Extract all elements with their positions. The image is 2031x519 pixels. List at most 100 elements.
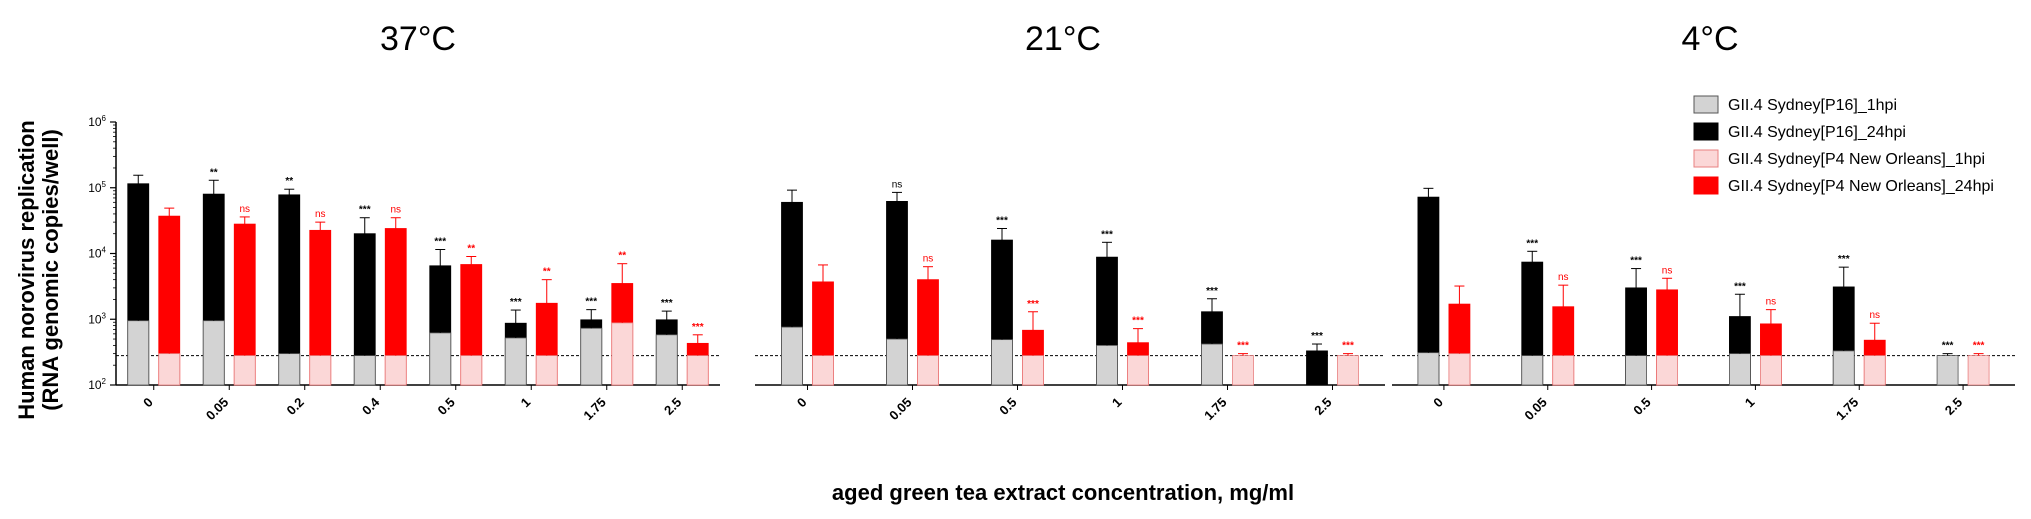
significance-label-p16: ** [210,167,218,178]
bar-p4-1hpi [1337,355,1359,386]
panel-title: 37°C [380,20,456,58]
legend-entry: GII.4 Sydney[P4 New Orleans]_24hpi [1728,178,1994,195]
bar-p16-1hpi [1521,355,1544,386]
significance-label-p16: *** [359,205,371,216]
bar-p16-1hpi [1417,352,1440,386]
y-tick-label: 103 [88,311,106,326]
bar-p4-1hpi [686,355,709,386]
significance-label-p4: *** [1342,341,1354,352]
legend-entry: GII.4 Sydney[P16]_24hpi [1728,124,1906,141]
bar-p4-1hpi [1232,355,1254,386]
legend-entry: GII.4 Sydney[P16]_1hpi [1728,97,1897,114]
bar-p16-1hpi [781,326,803,386]
bar-p4-1hpi [535,355,558,386]
x-tick-label: 0.05 [203,395,232,424]
bar-p4-1hpi [158,353,181,386]
bar-p4-1hpi [1967,355,1990,386]
significance-label-p16: *** [1311,331,1323,342]
significance-label-p4: ns [1558,272,1569,283]
bar-p4-1hpi [233,355,256,386]
bar-p16-1hpi [1201,343,1223,386]
x-tick-label: 1.75 [1833,395,1862,424]
chart-panels: 37°C 102 103 104 105 106 0 ** ns 0.05 ** ns 0.2 *** ns… [88,20,2015,423]
bar-p16-1hpi [429,332,452,386]
significance-label-p16: ns [892,179,903,190]
x-tick-label: 2.5 [661,395,684,418]
panel-title: 4°C [1681,20,1738,58]
x-tick-label: 0 [794,395,810,411]
significance-label-p16: *** [434,237,446,248]
x-tick-label: 1 [518,395,534,411]
bar-p16-1hpi [1096,345,1118,386]
y-tick-label: 102 [88,377,106,392]
bar-p4-1hpi [1552,355,1575,386]
panel-2: 4°C 0 *** ns 0.05 *** ns 0.5 *** ns 1 *** ns 1.75 *** *… [1392,20,2015,423]
bar-p4-1hpi [1448,353,1471,386]
bar-p16-1hpi [1832,350,1855,386]
bar-p16-1hpi [202,320,225,386]
significance-label-p16: ** [285,176,293,187]
bar-p4-1hpi [384,355,407,386]
y-tick-label: 104 [88,246,106,261]
significance-label-p4: ns [1766,297,1777,308]
significance-label-p16: *** [1630,256,1642,267]
bar-p4-1hpi [1760,355,1782,386]
legend: GII.4 Sydney[P16]_1hpi GII.4 Sydney[P16]_… [1693,95,1994,195]
bar-p16-1hpi [504,337,527,386]
significance-label-p16: *** [1526,238,1538,249]
x-tick-label: 0.2 [283,395,306,418]
x-tick-label: 2.5 [1311,395,1334,418]
y-axis-label-line1: Human norovirus replication [14,120,39,420]
significance-label-p4: *** [1132,316,1144,327]
bar-p16-1hpi [991,339,1013,386]
x-tick-label: 1 [1109,395,1125,411]
bar-p16-1hpi [886,338,908,386]
panel-0: 37°C 102 103 104 105 106 0 ** ns 0.05 ** ns 0.2 *** ns… [88,20,720,423]
x-axis-label: aged green tea extract concentration, mg… [832,480,1294,505]
significance-label-p4: ns [390,205,401,216]
significance-label-p4: ns [923,254,934,265]
bar-p4-1hpi [917,355,939,386]
panel-1: 21°C 0 ns ns 0.05 *** *** 0.5 *** *** 1 *** *** 1.75 *… [755,20,1385,423]
significance-label-p4: ns [315,209,326,220]
x-tick-label: 0 [1430,395,1446,411]
x-tick-label: 0.05 [886,395,915,424]
bar-p16-1hpi [580,327,603,386]
bar-p4-1hpi [1656,355,1678,386]
bar-p16-1hpi [1936,355,1959,386]
significance-label-p4: ns [1869,310,1880,321]
bar-p16-24hpi [1306,350,1328,386]
significance-label-p16: *** [1734,281,1746,292]
bar-p4-1hpi [460,355,483,386]
bar-p16-1hpi [127,320,150,386]
significance-label-p4: ** [467,244,475,255]
x-tick-label: 0.05 [1521,395,1550,424]
bar-p4-1hpi [1127,355,1149,386]
bar-p16-1hpi [1729,353,1751,386]
x-tick-label: 0.5 [1630,395,1653,418]
significance-label-p4: *** [1973,341,1985,352]
significance-label-p4: ns [1662,265,1673,276]
y-axis-label-line2: (RNA genomic copies/well) [38,129,63,411]
x-tick-label: 1.75 [580,395,609,424]
bar-p4-1hpi [1863,355,1886,386]
panel-title: 21°C [1025,20,1101,58]
x-tick-label: 0 [140,395,156,411]
significance-label-p4: ns [239,204,250,215]
significance-label-p16: *** [1838,254,1850,265]
x-tick-label: 0.5 [996,395,1019,418]
x-tick-label: 0.4 [359,394,383,418]
significance-label-p4: *** [1027,299,1039,310]
significance-label-p4: *** [692,322,704,333]
significance-label-p16: *** [510,297,522,308]
significance-label-p4: ** [543,267,551,278]
significance-label-p16: *** [1101,229,1113,240]
significance-label-p16: *** [661,298,673,309]
x-tick-label: 0.5 [434,395,457,418]
x-tick-label: 2.5 [1942,395,1965,418]
bar-p4-1hpi [611,322,634,386]
y-tick-label: 106 [88,114,106,129]
x-tick-label: 1 [1742,395,1758,411]
bar-p4-1hpi [1022,355,1044,386]
